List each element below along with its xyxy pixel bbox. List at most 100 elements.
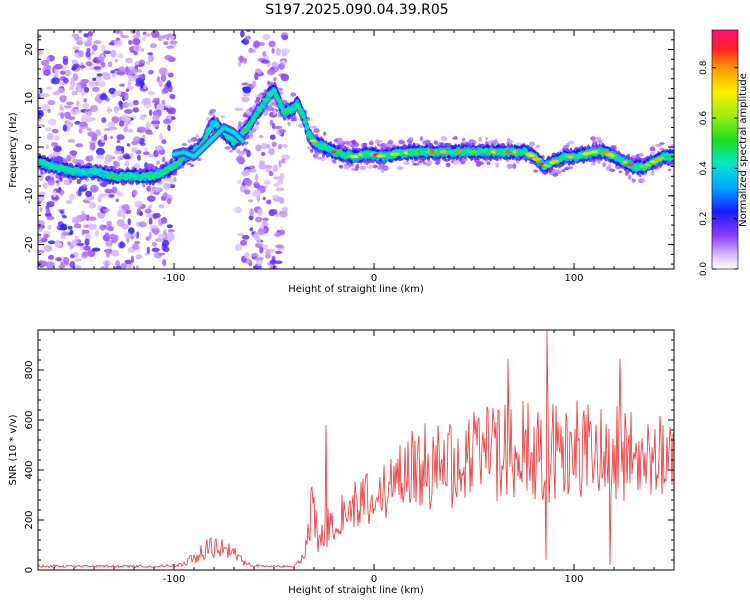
spectrogram-cell xyxy=(140,48,145,52)
spectrogram-cell xyxy=(269,134,276,140)
spectrogram-cell xyxy=(160,73,167,82)
spectrogram-cell xyxy=(659,156,664,160)
spectrogram-cell xyxy=(75,169,84,173)
spectrogram-cell xyxy=(426,160,432,166)
spectrogram-cell xyxy=(209,123,215,127)
spectrogram-cell xyxy=(89,194,95,201)
spectrogram-cell xyxy=(167,107,176,115)
spectrogram-cell xyxy=(515,150,522,154)
spectrogram-cell xyxy=(124,232,131,239)
spectrogram-cell xyxy=(105,232,110,237)
spectrogram-cell xyxy=(70,254,75,259)
spectrogram-cell xyxy=(277,87,283,92)
spectrogram-cell xyxy=(104,154,113,163)
spectrogram-cell xyxy=(38,220,45,226)
spectrogram-cell xyxy=(152,123,160,128)
spectrogram-cell xyxy=(41,93,50,98)
spectrogram-cell xyxy=(667,168,672,171)
spectrogram-cell xyxy=(38,115,42,122)
spectrogram-cell xyxy=(257,236,262,245)
spectrogram-cell xyxy=(417,150,423,154)
spectrogram-cell xyxy=(100,44,106,52)
spectrogram-cell xyxy=(259,246,264,254)
spectrogram-cell xyxy=(103,160,109,165)
spectrogram-cell xyxy=(115,260,121,268)
spectrogram-cell xyxy=(102,75,111,80)
spectrogram-cell xyxy=(562,145,570,148)
spectrogram-cell xyxy=(91,44,98,52)
spectrogram-cell xyxy=(304,125,309,130)
spectrogram-cell xyxy=(261,142,267,150)
spectrogram-cell xyxy=(332,159,337,164)
spectrogram-cell xyxy=(96,154,105,160)
spectrogram-cell xyxy=(279,106,285,110)
spectrogram-cell xyxy=(120,35,129,39)
spectrogram-cell xyxy=(76,178,82,185)
spectrogram-cell xyxy=(506,163,513,169)
spectrogram-cell xyxy=(167,124,171,132)
spectrogram-cell xyxy=(103,208,111,212)
spectrogram-cell xyxy=(244,141,249,145)
spectrogram-cell xyxy=(234,107,244,112)
spectrogram-cell xyxy=(225,136,235,140)
spectrogram-cell xyxy=(363,142,368,146)
spectrogram-cell xyxy=(258,107,263,113)
spectrogram-cell xyxy=(240,128,251,132)
spectrogram-cell xyxy=(58,264,66,269)
spectrogram-cell xyxy=(91,135,95,142)
spectrogram-cell xyxy=(264,164,273,169)
spectrogram-cell xyxy=(374,139,381,144)
spectrogram-cell xyxy=(100,265,110,269)
spectrogram-cell xyxy=(55,257,62,262)
spectrogram-cell xyxy=(137,69,143,73)
spectrogram-cell xyxy=(136,154,141,161)
spectrogram-cell xyxy=(195,134,199,140)
spectrogram-cell xyxy=(63,77,69,84)
spectrogram-cell xyxy=(273,77,277,82)
spectrogram-cell xyxy=(121,204,130,211)
x-tick-label: 100 xyxy=(564,574,583,585)
spectrogram-cell xyxy=(101,72,111,77)
spectrogram-cell xyxy=(116,71,126,76)
spectrogram-cell xyxy=(238,121,242,127)
spectrogram-cell xyxy=(461,137,466,142)
spectrogram-cell xyxy=(244,252,250,259)
spectrogram-cell xyxy=(158,233,166,240)
spectrogram-cell xyxy=(625,171,629,176)
spectrogram-cell xyxy=(58,227,68,231)
spectrogram-cell xyxy=(155,145,164,151)
spectrogram-cell xyxy=(89,142,96,151)
spectrogram-cell xyxy=(190,138,197,143)
spectrogram-cell xyxy=(253,190,257,195)
spectrogram-cell xyxy=(84,200,91,204)
spectrogram-cell xyxy=(628,174,632,180)
spectrogram-cell xyxy=(407,137,414,142)
spectrogram-cell xyxy=(66,120,70,128)
spectrogram-cell xyxy=(133,163,141,170)
spectrogram-cell xyxy=(158,252,166,256)
colorbar: 0.0 0.2 0.4 0.6 0.8 Normalized spectral ampl… xyxy=(699,29,749,276)
spectrogram-cell xyxy=(236,155,244,163)
spectrogram-cell xyxy=(271,141,277,147)
spectrogram-cell xyxy=(76,100,80,107)
spectrogram-cell xyxy=(268,170,274,177)
spectrogram-cell xyxy=(149,43,157,49)
spectrogram-cell xyxy=(148,69,154,75)
spectrogram-cell xyxy=(107,225,115,232)
spectrogram-cell xyxy=(224,146,231,150)
spectrogram-cell xyxy=(162,246,170,253)
spectrogram-cell xyxy=(236,232,244,237)
spectrogram-cell xyxy=(265,143,271,149)
spectrogram-cell xyxy=(664,155,674,159)
spectrogram-cell xyxy=(38,34,42,38)
spectrogram-cell xyxy=(124,123,129,129)
spectrogram-cell xyxy=(115,190,121,194)
spectrogram-cell xyxy=(119,116,123,121)
spectrogram-cell xyxy=(261,101,266,106)
spectrogram-cell xyxy=(240,239,248,246)
spectrogram-cell xyxy=(147,52,153,56)
spectrogram-cell xyxy=(93,40,102,45)
spectrogram-cell xyxy=(106,106,111,115)
spectrogram-cell xyxy=(597,139,603,144)
spectrogram-cell xyxy=(89,202,96,209)
